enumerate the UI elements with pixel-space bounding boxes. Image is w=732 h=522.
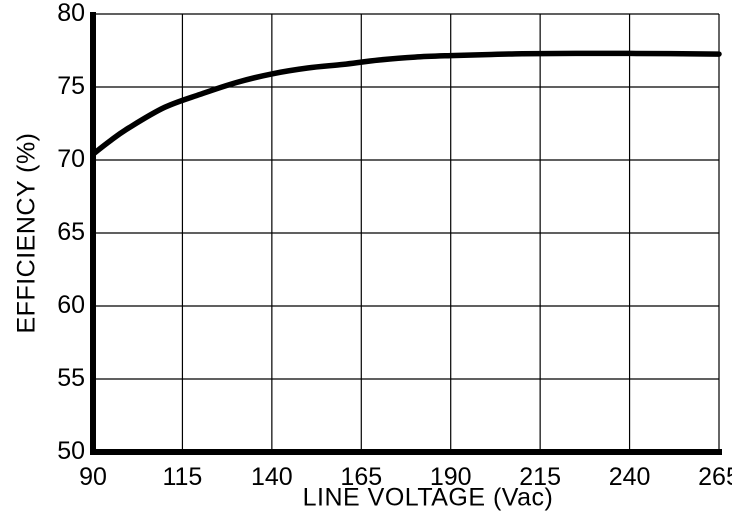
y-tick-label: 70 [57, 145, 85, 173]
x-tick-label: 115 [162, 463, 202, 491]
efficiency-curve [90, 50, 722, 157]
x-axis-title: LINE VOLTAGE (Vac) [302, 483, 554, 512]
x-tick-label: 140 [251, 463, 293, 491]
y-axis-title: EFFICIENCY (%) [12, 132, 41, 334]
x-tick-label: 240 [609, 463, 651, 491]
y-tick-label: 50 [57, 437, 85, 465]
y-tick-label: 80 [57, 0, 85, 27]
x-tick-label: 90 [79, 463, 107, 491]
y-tick-label: 75 [57, 72, 85, 100]
y-tick-label: 65 [57, 218, 85, 246]
x-tick-label: 165 [340, 463, 382, 491]
x-tick-label: 265 [698, 463, 732, 491]
y-tick-label: 60 [57, 291, 85, 319]
x-tick-label: 215 [519, 463, 561, 491]
x-tick-label: 190 [430, 463, 472, 491]
y-tick-label: 55 [57, 364, 85, 392]
